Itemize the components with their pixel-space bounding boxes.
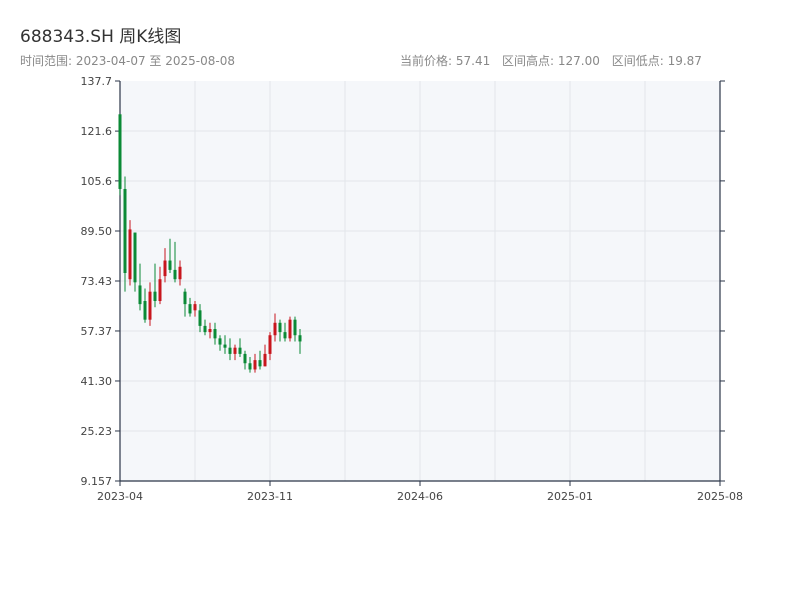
candle-body	[278, 322, 282, 333]
candle-body	[133, 232, 137, 283]
candle-body	[233, 347, 237, 354]
date-range-label: 时间范围: 2023-04-07 至 2025-08-08	[20, 54, 235, 68]
candle-body	[293, 319, 297, 336]
y-tick-label: 89.50	[81, 225, 113, 238]
price-stats: 当前价格: 57.41 区间高点: 127.00 区间低点: 19.87	[400, 52, 710, 69]
y-tick-label: 25.23	[81, 425, 113, 438]
candle-body	[218, 338, 222, 345]
candle-body	[123, 188, 127, 273]
y-tick-label: 137.7	[81, 75, 113, 88]
candle-body	[213, 329, 217, 339]
y-tick-label: 73.43	[81, 275, 113, 288]
candle-body	[268, 335, 272, 354]
candle-body	[273, 322, 277, 336]
y-tick-label: 9.157	[81, 475, 113, 488]
candle-body	[243, 353, 247, 364]
candle-body	[188, 304, 192, 314]
y-tick-label: 105.6	[81, 175, 113, 188]
candle-body	[143, 301, 147, 320]
candle-body	[283, 332, 287, 339]
candle-body	[298, 335, 302, 342]
candle-body	[223, 344, 227, 348]
candle-body	[178, 266, 182, 280]
range-low-label: 区间低点: 19.87	[611, 54, 702, 68]
candle-body	[138, 285, 142, 305]
x-tick-label: 2024-06	[397, 490, 443, 503]
x-tick-label: 2023-11	[247, 490, 293, 503]
candle-body	[248, 363, 252, 370]
candle-body	[258, 360, 262, 367]
candle-body	[263, 353, 267, 367]
candle-body	[128, 229, 132, 280]
candle-body	[183, 291, 187, 305]
y-tick-label: 41.30	[81, 375, 113, 388]
y-tick-label: 121.6	[81, 125, 113, 138]
candle-body	[228, 347, 232, 354]
candle-body	[148, 291, 152, 320]
chart-title: 688343.SH 周K线图	[20, 27, 182, 47]
candle-body	[153, 291, 157, 302]
x-tick-label: 2023-04	[97, 490, 143, 503]
candle-body	[208, 329, 212, 333]
candle-body	[163, 260, 167, 277]
candle-body	[168, 260, 172, 270]
candle-body	[198, 310, 202, 326]
candle-body	[253, 360, 257, 370]
candle-body	[158, 279, 162, 302]
range-high-label: 区间高点: 127.00	[502, 54, 600, 68]
y-tick-label: 57.37	[81, 325, 113, 338]
candle-body	[118, 114, 122, 189]
candle-body	[288, 319, 292, 339]
x-tick-label: 2025-01	[547, 490, 593, 503]
candle-body	[203, 325, 207, 333]
x-tick-label: 2025-08	[697, 490, 743, 503]
current-price-label: 当前价格: 57.41	[400, 54, 491, 68]
candle-body	[173, 269, 177, 280]
candle-body	[238, 347, 242, 354]
candle-body	[193, 304, 197, 311]
